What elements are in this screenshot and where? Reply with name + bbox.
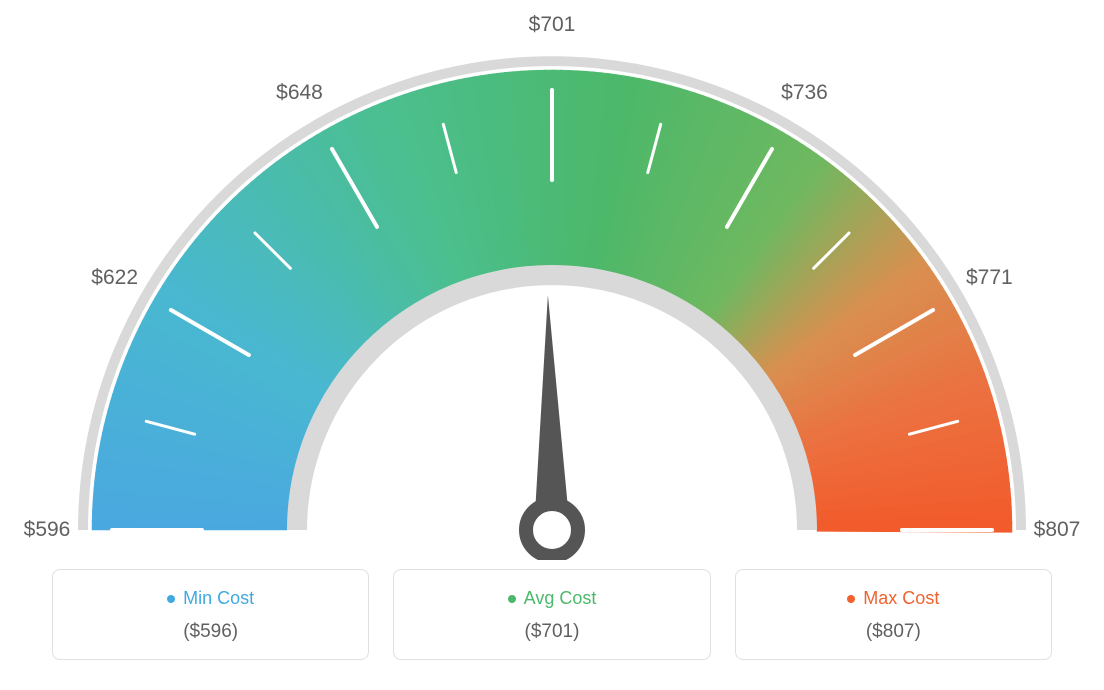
tick-label: $596 — [24, 518, 71, 542]
tick-label: $771 — [966, 266, 1013, 290]
gauge-chart: $596 $622 $648 $701 $736 $771 $807 — [0, 0, 1104, 560]
legend-value-avg: ($701) — [404, 621, 699, 643]
legend-title-avg: Avg Cost — [508, 588, 597, 609]
legend-value-max: ($807) — [746, 621, 1041, 643]
legend-dot-max — [847, 595, 855, 603]
gauge-svg — [0, 0, 1104, 560]
tick-label: $736 — [781, 81, 828, 105]
tick-label: $701 — [529, 13, 576, 37]
legend-dot-avg — [508, 595, 516, 603]
tick-label: $807 — [1034, 518, 1081, 542]
tick-label: $648 — [276, 81, 323, 105]
legend-title-text-avg: Avg Cost — [524, 588, 597, 609]
legend-card-avg: Avg Cost ($701) — [393, 569, 710, 660]
legend-title-min: Min Cost — [167, 588, 254, 609]
tick-label: $622 — [91, 266, 138, 290]
legend-title-text-min: Min Cost — [183, 588, 254, 609]
legend-dot-min — [167, 595, 175, 603]
legend-title-max: Max Cost — [847, 588, 939, 609]
cost-gauge-widget: $596 $622 $648 $701 $736 $771 $807 Min Cost ($… — [0, 0, 1104, 690]
legend-title-text-max: Max Cost — [863, 588, 939, 609]
legend-card-min: Min Cost ($596) — [52, 569, 369, 660]
legend-value-min: ($596) — [63, 621, 358, 643]
legend-row: Min Cost ($596) Avg Cost ($701) Max Cost… — [52, 569, 1052, 660]
legend-card-max: Max Cost ($807) — [735, 569, 1052, 660]
